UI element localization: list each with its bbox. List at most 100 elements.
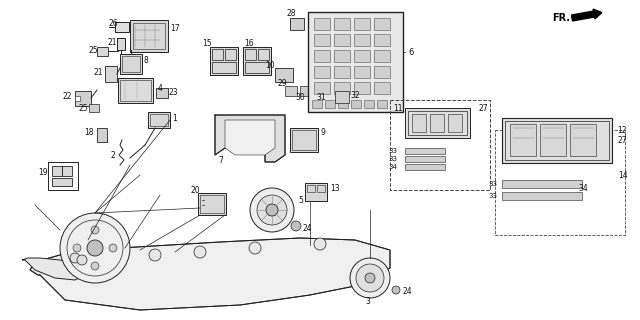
- Bar: [275, 68, 293, 82]
- Bar: [200, 195, 224, 213]
- Circle shape: [73, 244, 81, 252]
- Text: 3: 3: [365, 298, 371, 307]
- Text: 5: 5: [298, 196, 303, 204]
- Circle shape: [194, 246, 206, 258]
- Bar: [105, 66, 117, 82]
- Text: 2: 2: [110, 150, 115, 159]
- Bar: [374, 82, 390, 94]
- Bar: [150, 114, 168, 126]
- Text: 24: 24: [302, 223, 312, 233]
- Bar: [122, 56, 140, 72]
- Circle shape: [91, 226, 99, 234]
- Bar: [314, 50, 330, 62]
- Text: 10: 10: [265, 60, 275, 69]
- Bar: [225, 49, 236, 60]
- Bar: [285, 86, 297, 96]
- Text: 25: 25: [88, 45, 98, 54]
- Circle shape: [77, 255, 87, 265]
- Circle shape: [60, 213, 130, 283]
- Bar: [505, 121, 609, 160]
- Text: 31: 31: [316, 92, 326, 101]
- Bar: [354, 50, 370, 62]
- Bar: [210, 47, 238, 75]
- Bar: [52, 178, 72, 186]
- Bar: [325, 100, 335, 108]
- Bar: [212, 49, 223, 60]
- Text: 34: 34: [578, 183, 588, 193]
- Text: 21: 21: [93, 68, 102, 76]
- Bar: [148, 112, 170, 128]
- Bar: [314, 86, 324, 96]
- Bar: [430, 114, 444, 132]
- Bar: [334, 82, 350, 94]
- Text: 17: 17: [170, 23, 180, 33]
- Bar: [540, 124, 566, 156]
- Bar: [314, 18, 330, 30]
- Bar: [351, 100, 361, 108]
- Bar: [374, 66, 390, 78]
- Bar: [290, 128, 318, 152]
- Bar: [300, 86, 312, 96]
- Bar: [405, 148, 445, 154]
- Bar: [495, 130, 625, 235]
- Text: 32: 32: [350, 91, 360, 100]
- Circle shape: [91, 262, 99, 270]
- Bar: [374, 34, 390, 46]
- Bar: [75, 96, 80, 101]
- Text: 27: 27: [478, 103, 488, 113]
- Text: 28: 28: [286, 9, 296, 18]
- Bar: [374, 18, 390, 30]
- Bar: [405, 164, 445, 170]
- Bar: [405, 156, 445, 162]
- Bar: [502, 118, 612, 163]
- Bar: [314, 34, 330, 46]
- Text: 25: 25: [78, 103, 88, 113]
- Text: 16: 16: [244, 38, 253, 47]
- Text: 34: 34: [388, 164, 397, 170]
- Text: 26: 26: [108, 19, 118, 28]
- Bar: [502, 192, 582, 200]
- Bar: [156, 88, 168, 98]
- Bar: [292, 130, 316, 150]
- Bar: [354, 18, 370, 30]
- Circle shape: [87, 240, 103, 256]
- Text: 24: 24: [402, 287, 412, 297]
- Text: 19: 19: [38, 167, 47, 177]
- Bar: [120, 80, 151, 101]
- Bar: [308, 12, 403, 112]
- Text: 15: 15: [202, 38, 212, 47]
- Bar: [75, 91, 91, 106]
- Bar: [510, 124, 536, 156]
- Bar: [317, 185, 325, 192]
- Bar: [52, 166, 62, 176]
- Text: 9: 9: [320, 127, 325, 137]
- Bar: [290, 18, 304, 30]
- Circle shape: [70, 253, 80, 263]
- Bar: [97, 128, 107, 142]
- Circle shape: [109, 244, 117, 252]
- Bar: [133, 23, 165, 49]
- Text: 12: 12: [617, 125, 627, 134]
- Bar: [130, 20, 168, 52]
- Circle shape: [250, 188, 294, 232]
- Circle shape: [356, 264, 384, 292]
- Circle shape: [149, 249, 161, 261]
- Bar: [314, 66, 330, 78]
- Bar: [212, 62, 236, 73]
- Bar: [334, 18, 350, 30]
- Text: 6: 6: [408, 47, 413, 57]
- Bar: [115, 22, 129, 32]
- Text: 11: 11: [393, 103, 403, 113]
- Bar: [314, 82, 330, 94]
- Bar: [120, 54, 142, 74]
- Text: 33: 33: [388, 148, 397, 154]
- Text: 33: 33: [388, 156, 397, 162]
- Bar: [390, 100, 490, 190]
- Text: FR.: FR.: [552, 13, 570, 23]
- Text: 33: 33: [488, 193, 497, 199]
- Text: 30: 30: [295, 92, 305, 101]
- Bar: [97, 47, 108, 56]
- Bar: [118, 78, 153, 103]
- Circle shape: [249, 242, 261, 254]
- Bar: [338, 100, 348, 108]
